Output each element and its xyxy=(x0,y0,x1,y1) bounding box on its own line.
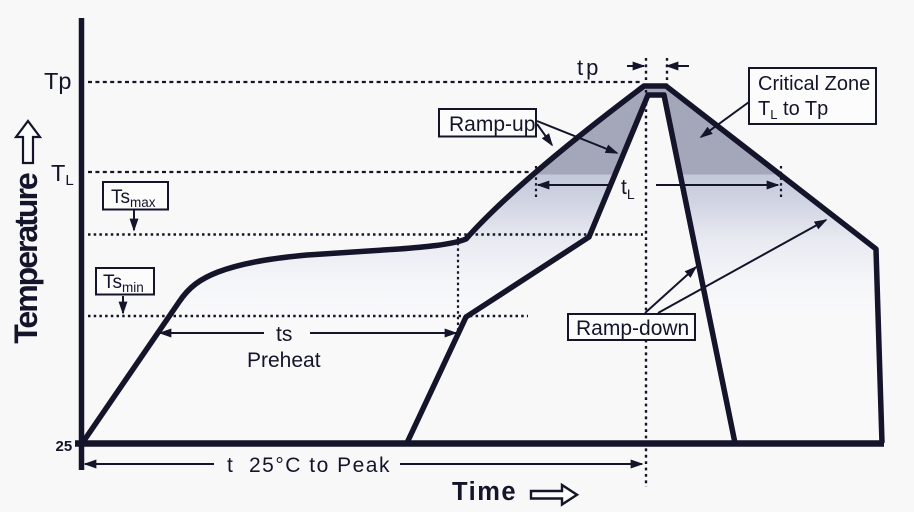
svg-text:TL to Tp: TL to Tp xyxy=(758,98,828,122)
svg-text:ts: ts xyxy=(276,323,292,346)
svg-text:Preheat: Preheat xyxy=(247,349,321,372)
svg-text:Temperature: Temperature xyxy=(8,173,44,344)
svg-text:Ramp-down: Ramp-down xyxy=(576,317,689,340)
svg-text:Critical Zone: Critical Zone xyxy=(758,73,870,95)
svg-text:t 25°C to Peak: t 25°C to Peak xyxy=(227,454,391,477)
svg-text:tL: tL xyxy=(621,176,635,202)
svg-text:Ramp-up: Ramp-up xyxy=(449,113,535,136)
svg-text:TL: TL xyxy=(51,160,74,189)
svg-text:tp: tp xyxy=(577,55,601,80)
svg-text:25: 25 xyxy=(56,438,73,455)
svg-text:Tp: Tp xyxy=(44,68,71,94)
svg-text:Time: Time xyxy=(452,478,517,506)
